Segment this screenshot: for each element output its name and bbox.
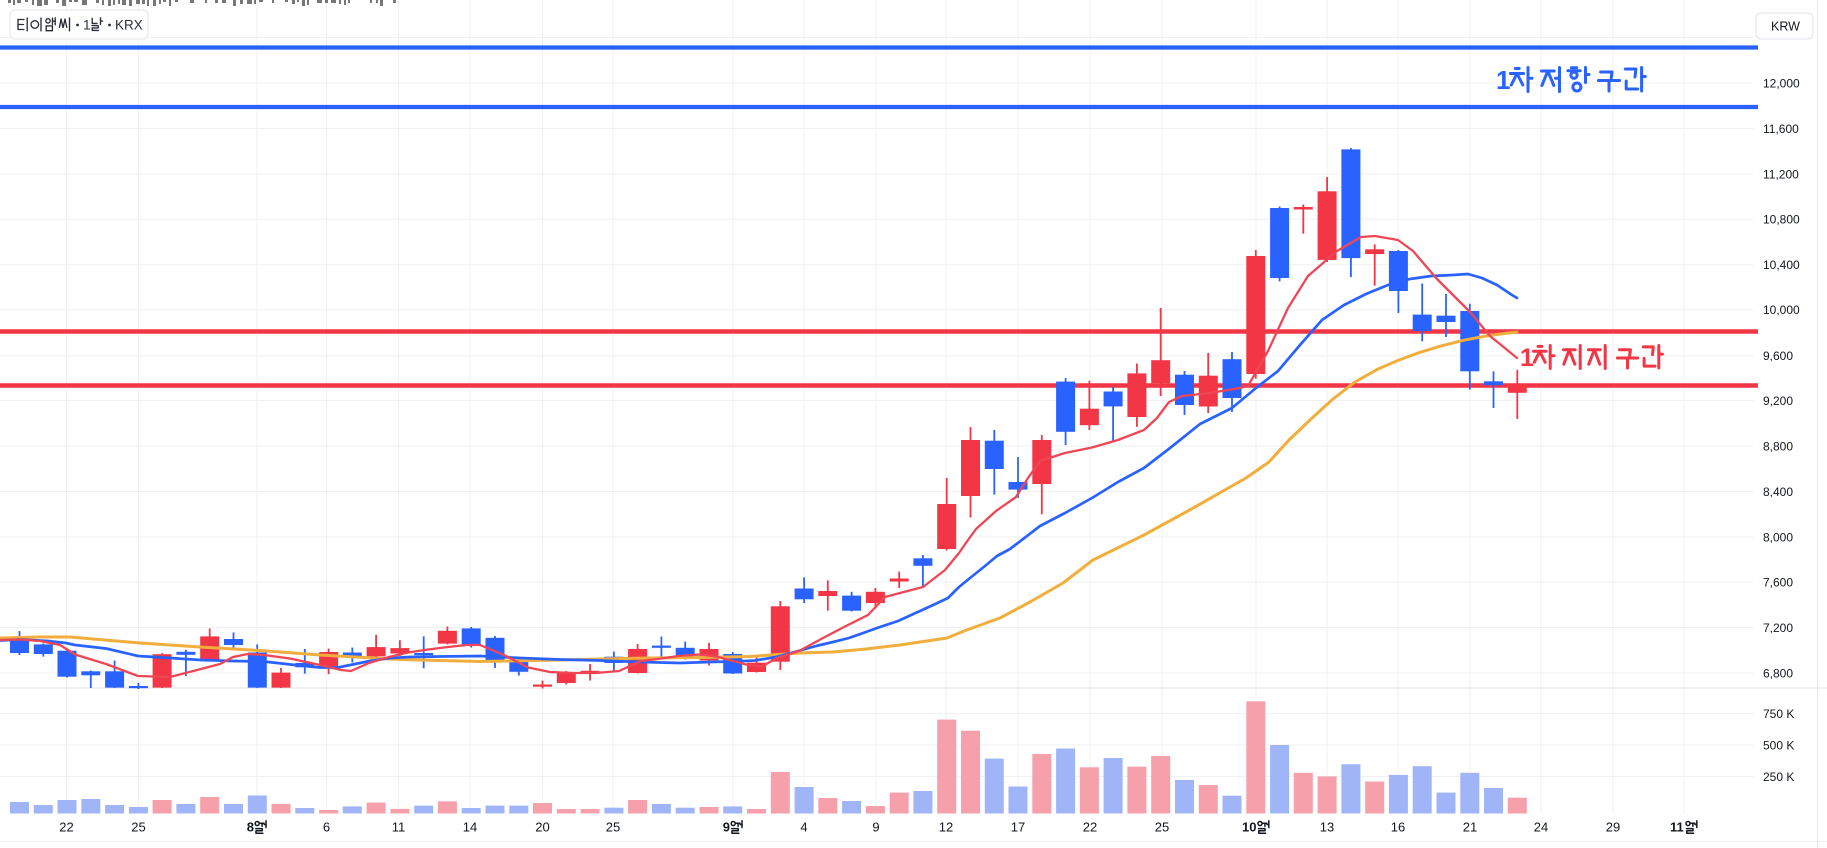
- svg-text:4: 4: [800, 820, 807, 835]
- svg-text:25: 25: [1155, 820, 1169, 835]
- svg-text:500 K: 500 K: [1763, 738, 1794, 752]
- svg-text:12: 12: [939, 820, 953, 835]
- svg-text:12,000: 12,000: [1763, 76, 1800, 90]
- svg-text:8,000: 8,000: [1763, 530, 1793, 544]
- svg-text:7,600: 7,600: [1763, 575, 1793, 589]
- svg-text:6,800: 6,800: [1763, 666, 1793, 680]
- svg-text:14: 14: [463, 820, 477, 835]
- svg-text:9: 9: [872, 820, 879, 835]
- svg-text:8,800: 8,800: [1763, 439, 1793, 453]
- svg-text:1: 1: [1496, 65, 1510, 95]
- svg-text:10,000: 10,000: [1763, 303, 1800, 317]
- svg-text:6: 6: [323, 820, 330, 835]
- svg-text:11,600: 11,600: [1763, 122, 1799, 136]
- svg-text:250 K: 250 K: [1763, 770, 1794, 784]
- svg-text:10,400: 10,400: [1763, 258, 1800, 272]
- svg-text:16: 16: [1391, 820, 1405, 835]
- svg-text:10,800: 10,800: [1763, 213, 1800, 227]
- svg-text:11: 11: [1670, 820, 1684, 835]
- svg-text:KRX: KRX: [115, 18, 143, 33]
- svg-text:KRW: KRW: [1771, 20, 1800, 34]
- svg-text:10: 10: [1242, 820, 1256, 835]
- svg-text:7,200: 7,200: [1763, 621, 1793, 635]
- svg-text:9: 9: [723, 820, 730, 835]
- svg-text:29: 29: [1606, 820, 1620, 835]
- svg-text:17: 17: [1011, 820, 1025, 835]
- svg-text:11,200: 11,200: [1763, 167, 1799, 181]
- svg-text:20: 20: [535, 820, 549, 835]
- svg-text:22: 22: [1083, 820, 1097, 835]
- svg-text:8: 8: [247, 820, 254, 835]
- svg-text:25: 25: [606, 820, 620, 835]
- svg-text:9,600: 9,600: [1763, 349, 1793, 363]
- svg-text:750 K: 750 K: [1763, 707, 1794, 721]
- svg-text:13: 13: [1320, 820, 1334, 835]
- svg-text:9,200: 9,200: [1763, 394, 1793, 408]
- svg-text:1: 1: [83, 18, 91, 33]
- svg-text:21: 21: [1463, 820, 1477, 835]
- svg-text:11: 11: [392, 820, 406, 835]
- svg-text:25: 25: [131, 820, 145, 835]
- svg-text:22: 22: [59, 820, 73, 835]
- svg-text:1: 1: [1520, 344, 1534, 372]
- svg-text:24: 24: [1534, 820, 1548, 835]
- svg-text:8,400: 8,400: [1763, 485, 1793, 499]
